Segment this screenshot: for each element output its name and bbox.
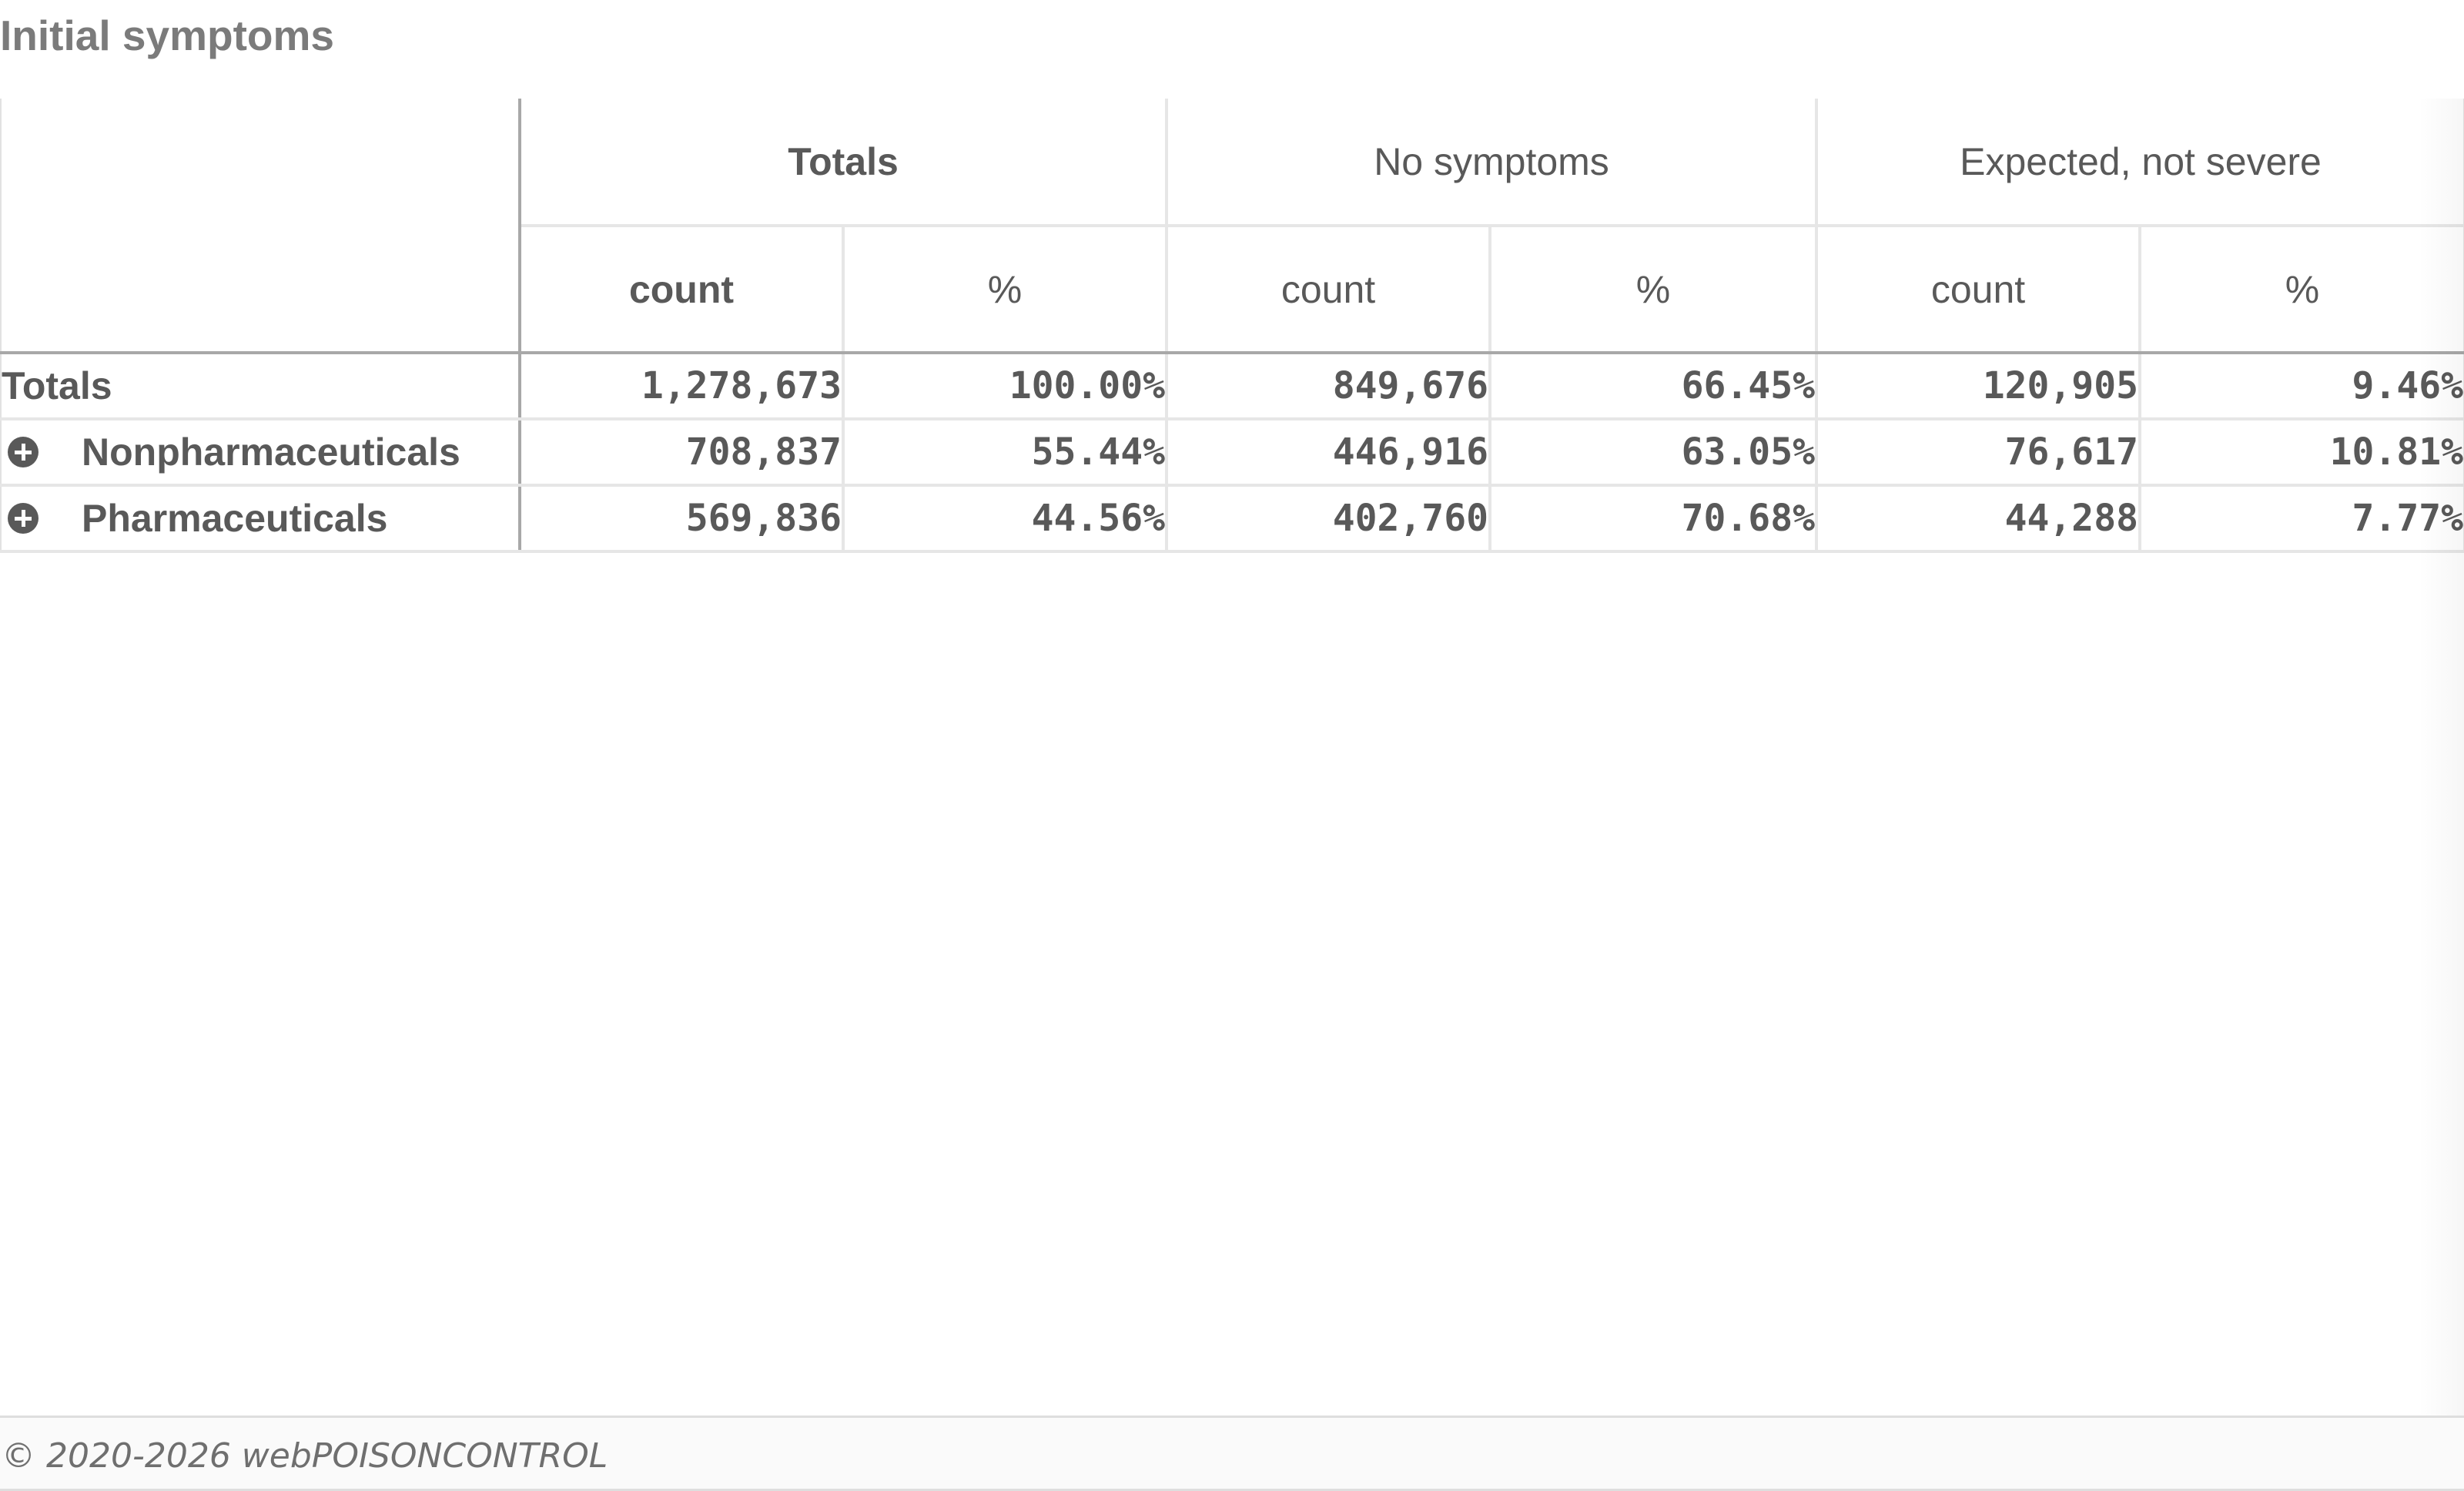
- plus-circle-icon[interactable]: [8, 503, 38, 534]
- table-row-totals: Totals 1,278,673 100.00% 849,676 66.45% …: [0, 353, 2464, 420]
- cell-value: 55.44%: [843, 419, 1168, 487]
- cell-value: 849,676: [1167, 353, 1491, 420]
- column-header-percent[interactable]: %: [1490, 226, 1818, 354]
- column-header-percent[interactable]: %: [2140, 226, 2464, 354]
- cell-value: 66.45%: [1490, 353, 1818, 420]
- row-label: Pharmaceuticals: [0, 485, 521, 553]
- cell-value: 44,288: [1816, 485, 2141, 553]
- cell-value: 708,837: [520, 419, 845, 487]
- group-header-no-symptoms[interactable]: No symptoms: [1167, 99, 1818, 227]
- cell-value: 63.05%: [1490, 419, 1818, 487]
- pivot-table-container[interactable]: Totals No symptoms Expected, not severe …: [0, 99, 2464, 553]
- group-header-expected-not-severe[interactable]: Expected, not severe: [1816, 99, 2464, 227]
- corner-cell: [0, 99, 521, 354]
- column-header-percent[interactable]: %: [843, 226, 1168, 354]
- table-row-pharmaceuticals: Pharmaceuticals 569,836 44.56% 402,760 7…: [0, 485, 2464, 553]
- row-label: Totals: [0, 353, 521, 420]
- copyright-text: © 2020-2026 webPOISONCONTROL: [2, 1436, 608, 1476]
- cell-value: 100.00%: [843, 353, 1168, 420]
- row-label-text: Totals: [2, 364, 112, 407]
- cell-value: 446,916: [1167, 419, 1491, 487]
- footer: © 2020-2026 webPOISONCONTROL: [0, 1416, 2464, 1491]
- cell-value: 44.56%: [843, 485, 1168, 553]
- cell-value: 10.81%: [2140, 419, 2464, 487]
- group-header-totals[interactable]: Totals: [520, 99, 1168, 227]
- cell-value: 9.46%: [2140, 353, 2464, 420]
- cell-value: 120,905: [1816, 353, 2141, 420]
- row-label-text[interactable]: Nonpharmaceuticals: [82, 431, 460, 474]
- page-title: Initial symptoms: [0, 12, 334, 59]
- cell-value: 70.68%: [1490, 485, 1818, 553]
- table-row-nonpharmaceuticals: Nonpharmaceuticals 708,837 55.44% 446,91…: [0, 419, 2464, 487]
- row-label: Nonpharmaceuticals: [0, 419, 521, 487]
- cell-value: 1,278,673: [520, 353, 845, 420]
- cell-value: 402,760: [1167, 485, 1491, 553]
- cell-value: 569,836: [520, 485, 845, 553]
- scroll-shadow: [2418, 99, 2464, 1416]
- pivot-table: Totals No symptoms Expected, not severe …: [0, 99, 2464, 553]
- column-header-count[interactable]: count: [1816, 226, 2141, 354]
- row-label-text[interactable]: Pharmaceuticals: [82, 497, 388, 540]
- column-header-count[interactable]: count: [520, 226, 845, 354]
- plus-circle-icon[interactable]: [8, 437, 38, 467]
- cell-value: 76,617: [1816, 419, 2141, 487]
- cell-value: 7.77%: [2140, 485, 2464, 553]
- column-header-count[interactable]: count: [1167, 226, 1491, 354]
